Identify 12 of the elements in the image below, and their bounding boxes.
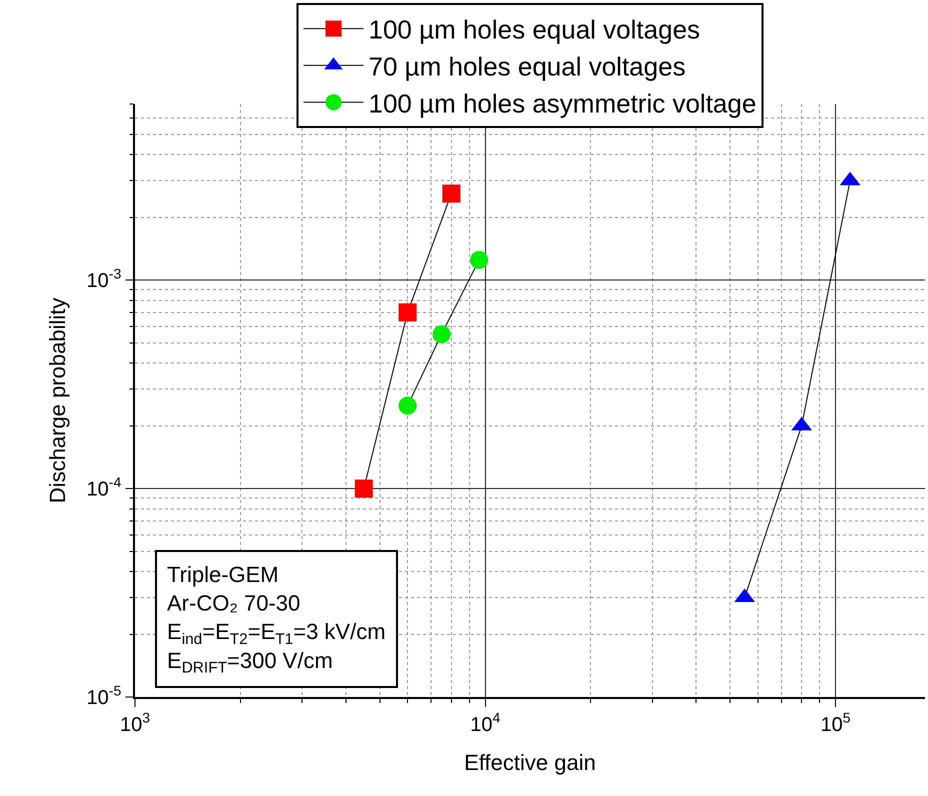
y-tick-label: 10$^{-5}$ xyxy=(86,682,122,709)
legend-label: 100 µm holes equal voltages xyxy=(368,14,700,45)
y-tick-label: 10$^{-3}$ xyxy=(86,266,122,292)
x-tick-label: 10$^{4}$ xyxy=(470,709,501,736)
legend-label: 100 µm holes asymmetric voltage xyxy=(368,88,756,118)
x-axis-title: Effective gain xyxy=(464,750,596,776)
legend-label: 70 µm holes equal voltages xyxy=(368,52,686,82)
x-tick-label: 10$^{5}$ xyxy=(820,709,851,736)
y-axis-title: Discharge probability xyxy=(44,298,70,504)
x-tick-label: 10$^{3}$ xyxy=(120,709,150,736)
y-tick-label: 10$^{-4}$ xyxy=(86,474,122,501)
text: Triple-GEM Ar-CO₂ 70-30 E$_{ind}$=E$_{T2}$=E$_{T1}$=3 kV/cm E$_{DRIFT}$=300 V/cm xyxy=(167,562,386,676)
